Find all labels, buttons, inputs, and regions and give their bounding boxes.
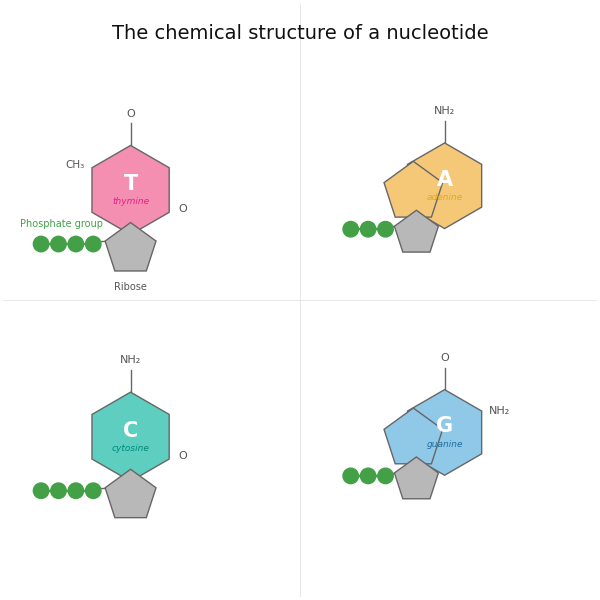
Text: Phosphate group: Phosphate group [20,219,103,229]
Text: NH₂: NH₂ [434,106,455,116]
Text: G: G [436,416,453,436]
Text: adenine: adenine [427,193,463,202]
Text: Ribose: Ribose [114,282,147,292]
Text: CH₃: CH₃ [65,160,85,170]
Text: NH₂: NH₂ [120,355,141,365]
Polygon shape [407,143,482,229]
Polygon shape [92,145,169,235]
Circle shape [68,483,83,499]
Text: O: O [126,109,135,119]
Text: T: T [124,174,138,194]
Circle shape [86,236,101,252]
Text: guanine: guanine [427,440,463,449]
Polygon shape [92,392,169,481]
Polygon shape [105,223,156,271]
Circle shape [51,483,66,499]
Text: thymine: thymine [112,197,149,206]
Circle shape [34,483,49,499]
Polygon shape [105,469,156,518]
Circle shape [68,236,83,252]
Polygon shape [407,389,482,475]
Text: NH₂: NH₂ [489,406,510,416]
Text: cytosine: cytosine [112,444,149,453]
Text: The chemical structure of a nucleotide: The chemical structure of a nucleotide [112,23,488,43]
Circle shape [361,468,376,484]
Polygon shape [384,161,443,217]
Circle shape [361,221,376,237]
Text: O: O [178,451,187,461]
Text: A: A [437,170,452,190]
Circle shape [343,468,358,484]
Circle shape [343,221,358,237]
Text: C: C [123,421,138,441]
Circle shape [378,221,393,237]
Circle shape [378,468,393,484]
Text: O: O [178,205,187,214]
Polygon shape [394,457,439,499]
Text: O: O [440,353,449,363]
Circle shape [34,236,49,252]
Circle shape [86,483,101,499]
Polygon shape [394,210,439,252]
Polygon shape [384,408,443,464]
Circle shape [51,236,66,252]
